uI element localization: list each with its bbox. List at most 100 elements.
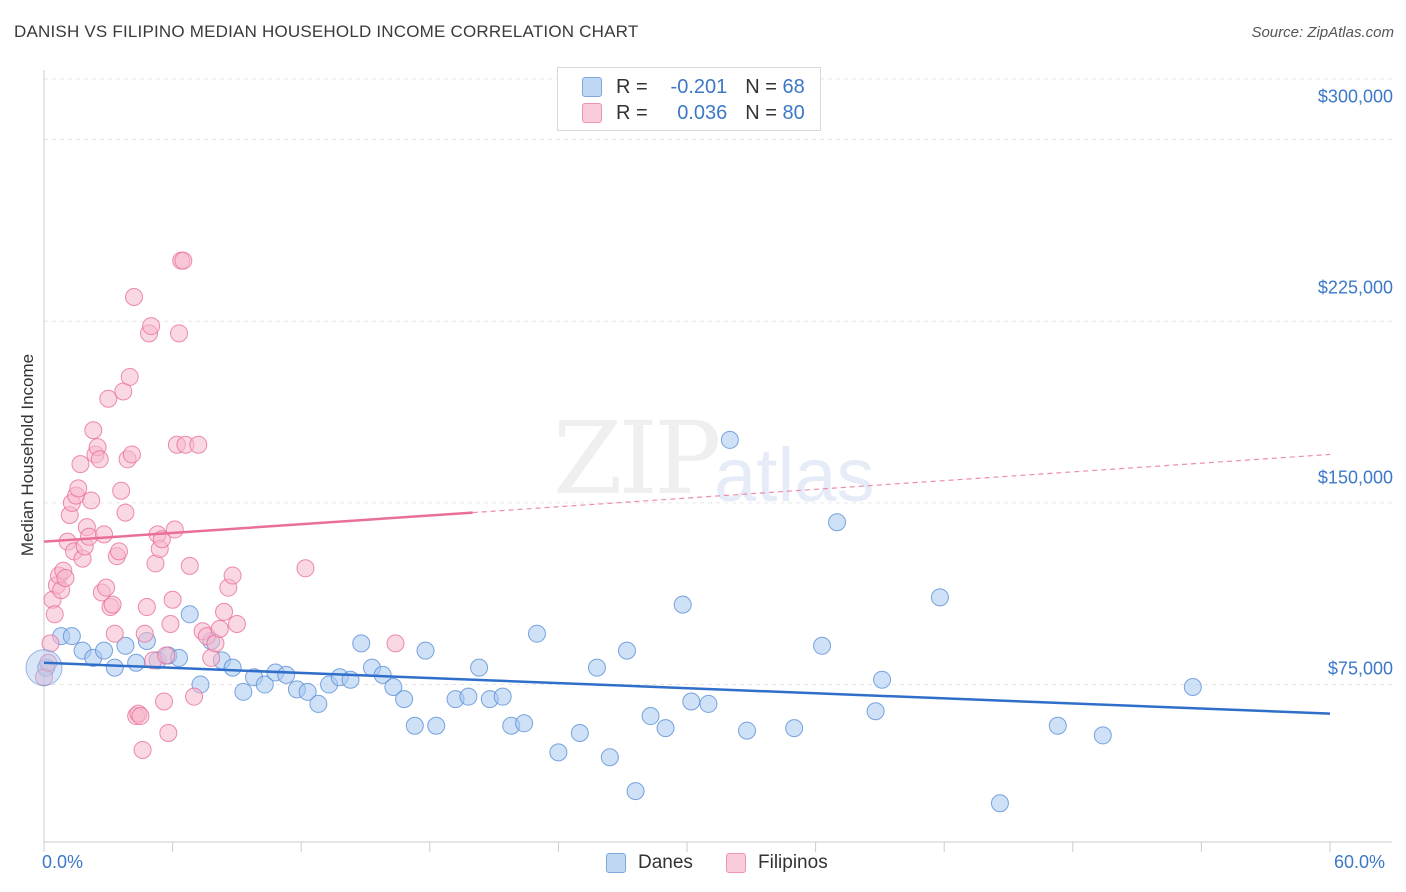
point-filipinos-45 xyxy=(133,740,152,759)
point-filipinos-74 xyxy=(215,602,234,621)
point-filipinos-59 xyxy=(163,590,182,609)
point-danes-20 xyxy=(255,675,274,694)
legend-row-danes: R = -0.201 N = 68 xyxy=(582,75,805,99)
point-danes-22 xyxy=(277,665,296,684)
x-tick-label-max: 60.0% xyxy=(1334,852,1386,872)
point-danes-5 xyxy=(95,641,114,660)
y-tick-label-225000: $225,000 xyxy=(1317,277,1393,298)
point-filipinos-62 xyxy=(170,324,189,343)
legend-r-value-danes: -0.201 xyxy=(670,75,728,98)
point-danes-32 xyxy=(384,677,403,696)
legend-row-filipinos: R = 0.036 N = 80 xyxy=(582,101,805,125)
point-danes-55 xyxy=(699,694,718,713)
source-note: Source: ZipAtlas.com xyxy=(1251,24,1394,41)
point-filipinos-78 xyxy=(296,559,315,578)
x-tick-label-min: 0.0% xyxy=(42,852,84,872)
legend-n-value-filipinos: 80 xyxy=(782,101,805,124)
point-danes-41 xyxy=(493,687,512,706)
point-danes-61 xyxy=(866,702,885,721)
point-filipinos-29 xyxy=(99,389,118,408)
point-danes-33 xyxy=(395,690,414,709)
legend-n-value-danes: 68 xyxy=(782,75,805,98)
point-danes-60 xyxy=(828,513,847,532)
point-danes-67 xyxy=(1183,677,1202,696)
point-filipinos-15 xyxy=(69,479,88,498)
point-danes-34 xyxy=(405,716,424,735)
point-danes-2 xyxy=(62,627,81,646)
point-danes-35 xyxy=(416,641,435,660)
point-danes-17 xyxy=(223,658,242,677)
point-filipinos-27 xyxy=(95,525,114,544)
point-danes-44 xyxy=(527,624,546,643)
point-filipinos-49 xyxy=(142,317,161,336)
point-filipinos-41 xyxy=(125,288,144,306)
point-danes-63 xyxy=(930,588,949,607)
point-filipinos-68 xyxy=(189,435,208,454)
y-tick-label-300000: $300,000 xyxy=(1317,86,1393,107)
watermark-zip: ZIP xyxy=(553,400,721,517)
point-danes-58 xyxy=(785,719,804,738)
point-danes-29 xyxy=(352,634,371,653)
point-danes-56 xyxy=(720,430,739,449)
legend-r-value-filipinos: 0.036 xyxy=(677,101,728,124)
legend-label-danes: Danes xyxy=(638,852,693,873)
point-filipinos-58 xyxy=(161,615,180,633)
point-filipinos-35 xyxy=(112,481,131,500)
point-danes-13 xyxy=(180,605,199,624)
legend-n-label: N = xyxy=(745,101,777,124)
point-filipinos-76 xyxy=(223,566,242,585)
point-filipinos-9 xyxy=(56,568,75,587)
point-danes-65 xyxy=(1048,716,1067,735)
point-filipinos-40 xyxy=(122,445,141,464)
point-danes-cluster xyxy=(25,649,63,687)
point-danes-57 xyxy=(738,721,757,740)
point-filipinos-34 xyxy=(110,542,129,561)
point-danes-45 xyxy=(549,743,568,762)
point-filipinos-55 xyxy=(155,692,174,711)
point-danes-8 xyxy=(127,653,146,672)
point-filipinos-31 xyxy=(103,595,122,614)
trendline-filipinos-solid xyxy=(43,511,473,543)
legend-n-label: N = xyxy=(745,75,777,98)
point-danes-36 xyxy=(427,716,446,735)
point-filipinos-57 xyxy=(159,724,178,742)
point-filipinos-66 xyxy=(180,556,199,575)
point-danes-51 xyxy=(641,707,660,726)
point-danes-18 xyxy=(234,682,253,701)
point-danes-50 xyxy=(626,782,645,801)
point-filipinos-39 xyxy=(120,367,139,386)
point-filipinos-37 xyxy=(116,503,135,522)
point-filipinos-16 xyxy=(71,455,90,474)
point-filipinos-25 xyxy=(90,450,109,469)
point-danes-6 xyxy=(105,658,124,677)
point-danes-59 xyxy=(813,636,832,655)
legend-label-filipinos: Filipinos xyxy=(758,852,828,873)
point-filipinos-64 xyxy=(174,251,193,270)
point-danes-46 xyxy=(570,724,589,742)
point-danes-53 xyxy=(673,595,692,614)
point-filipinos-4 xyxy=(45,605,64,624)
point-danes-64 xyxy=(990,794,1009,813)
point-filipinos-56 xyxy=(157,646,176,665)
legend-item-filipinos[interactable]: Filipinos xyxy=(726,852,828,874)
point-danes-49 xyxy=(617,641,636,660)
point-filipinos-32 xyxy=(105,624,124,643)
point-danes-43 xyxy=(515,714,534,733)
legend-swatch-filipinos xyxy=(582,103,602,123)
point-danes-7 xyxy=(116,636,135,655)
legend-swatch-danes xyxy=(606,853,626,873)
chart-title: DANISH VS FILIPINO MEDIAN HOUSEHOLD INCO… xyxy=(14,22,639,41)
legend-swatch-filipinos xyxy=(726,853,746,873)
point-filipinos-60 xyxy=(165,520,184,539)
point-danes-39 xyxy=(470,658,489,677)
point-danes-62 xyxy=(873,670,892,689)
legend-item-danes[interactable]: Danes xyxy=(606,852,693,874)
point-filipinos-28 xyxy=(97,578,116,597)
point-danes-48 xyxy=(600,748,619,767)
point-danes-25 xyxy=(309,694,328,713)
point-filipinos-22 xyxy=(84,421,103,440)
legend-r-label: R = xyxy=(616,101,648,124)
legend-swatch-danes xyxy=(582,77,602,97)
point-filipinos-79 xyxy=(386,634,405,653)
